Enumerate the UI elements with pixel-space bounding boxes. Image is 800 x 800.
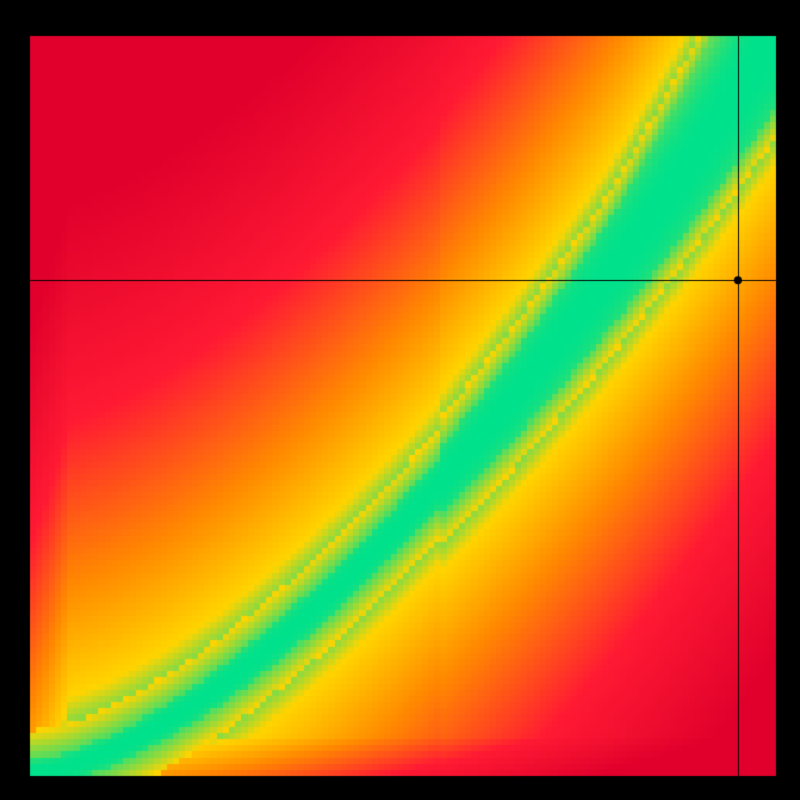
chart-container: TheBottleneck.com	[0, 0, 800, 800]
crosshair-overlay	[0, 0, 800, 800]
